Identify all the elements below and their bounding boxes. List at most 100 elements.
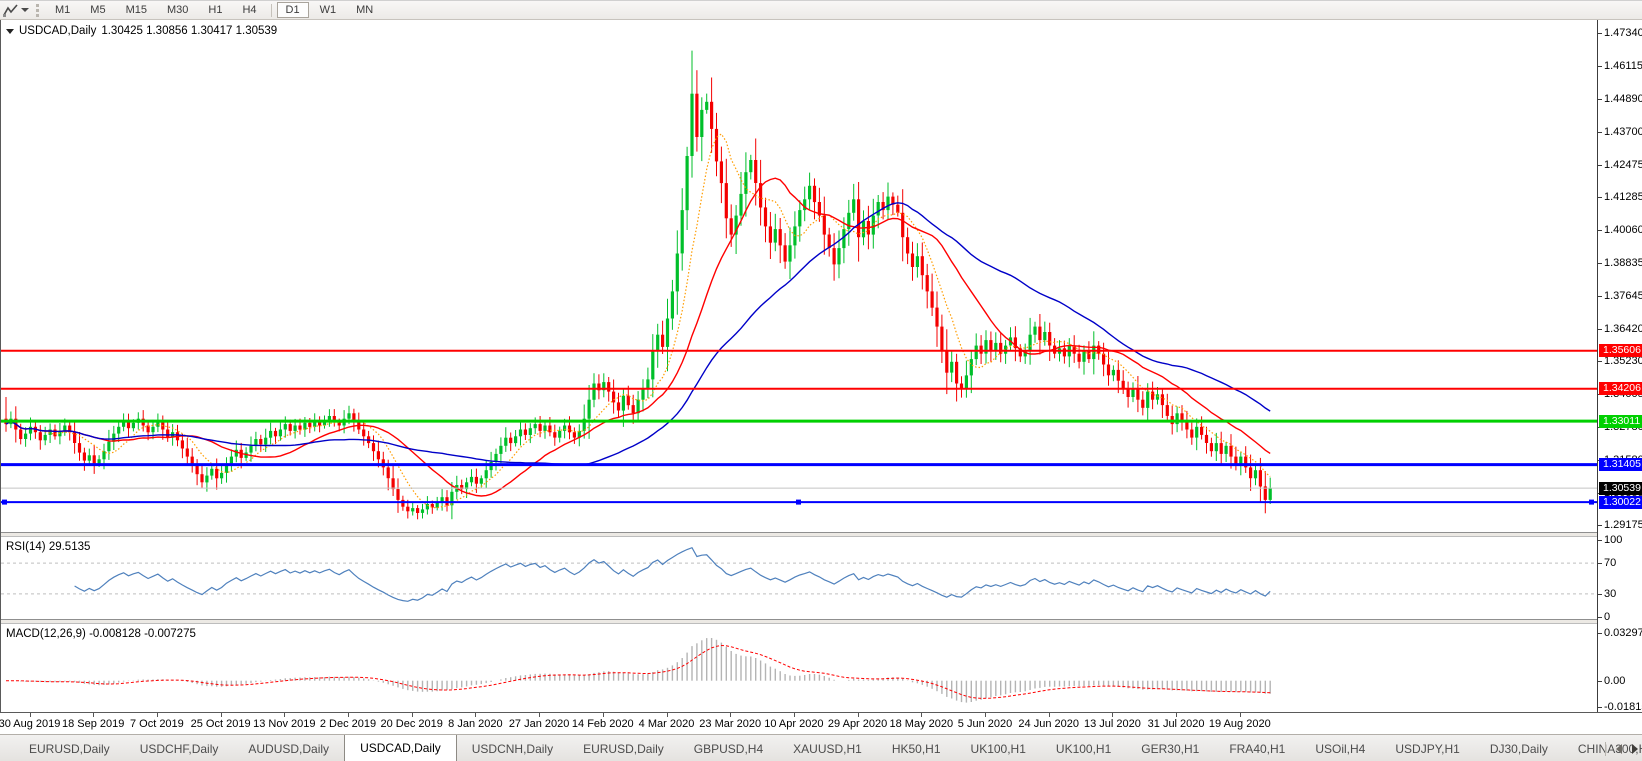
price-tick-label-dash	[1598, 66, 1602, 68]
date-tick-mark	[602, 713, 604, 717]
date-tick-mark	[730, 713, 732, 717]
date-tick-label: 31 Jul 2020	[1147, 718, 1205, 730]
date-tick-label: 18 May 2020	[889, 718, 954, 730]
chart-tab-usoil-h4[interactable]: USOil,H4	[1315, 741, 1366, 756]
chart-tab-hk50-h1[interactable]: HK50,H1	[891, 741, 941, 756]
date-tick-label: 13 Nov 2019	[253, 718, 316, 730]
date-tick-label: 14 Feb 2020	[571, 718, 634, 730]
rsi-tick-label: 30	[1604, 587, 1617, 600]
price-tick-label: 1.43700	[1604, 125, 1642, 138]
panel-splitter-macd[interactable]	[1, 619, 1597, 624]
date-tick-label: 10 Apr 2020	[764, 718, 824, 730]
date-tick-mark	[29, 713, 31, 717]
macd-tick-label: 0.00	[1604, 674, 1626, 687]
date-tick-mark	[666, 713, 668, 717]
ma-fast-line	[5, 133, 1271, 509]
date-tick-label: 23 Mar 2020	[699, 718, 762, 730]
timeframe-button-mn[interactable]: MN	[347, 2, 382, 18]
rsi-tick-label: 0	[1604, 611, 1611, 623]
panel-splitter-rsi[interactable]	[1, 532, 1597, 537]
chart-tab-eurusd-daily[interactable]: EURUSD,Daily	[29, 741, 110, 756]
chart-tab-dj30-daily[interactable]: DJ30,Daily	[1489, 741, 1548, 756]
hline-price-label-resistance-upper: 1.35606	[1599, 344, 1642, 358]
date-tick-mark	[1176, 713, 1178, 717]
date-tick-label: 7 Oct 2019	[129, 718, 184, 730]
rsi-line	[74, 546, 1271, 602]
date-tick-label: 24 Jun 2020	[1018, 718, 1079, 730]
current-price-label: 1.30539	[1599, 481, 1642, 495]
price-axis[interactable]: 1.47340 1.46115 1.44890 1.43700 1.42475 1.412…	[1597, 20, 1642, 713]
price-tick-label: 1.46115	[1604, 60, 1642, 73]
date-tick-label: 18 Sep 2019	[61, 718, 125, 730]
rsi-tick-label-dash	[1598, 593, 1602, 595]
hline-price-label-pivot-green: 1.33011	[1599, 414, 1642, 428]
timeframe-button-m1[interactable]: M1	[46, 2, 79, 18]
rsi-tick-label: 100	[1604, 534, 1623, 546]
timeframe-button-m5[interactable]: M5	[81, 2, 114, 18]
date-tick-label: 27 Jan 2020	[508, 718, 570, 730]
tool-dropdown-icon[interactable]	[21, 8, 29, 12]
price-tick-label-dash	[1598, 164, 1602, 166]
date-tick-mark	[1239, 713, 1241, 717]
date-tick-label: 8 Jan 2020	[448, 718, 503, 730]
timeframe-button-h4[interactable]: H4	[233, 2, 265, 18]
price-tick-label: 1.42475	[1604, 158, 1642, 171]
rsi-label: RSI(14) 29.5135	[6, 541, 91, 553]
chart-tab-usdjpy-h1[interactable]: USDJPY,H1	[1395, 741, 1460, 756]
date-axis[interactable]: 30 Aug 2019 18 Sep 2019 7 Oct 2019 25 Oct 2…	[0, 712, 1642, 734]
candles	[4, 50, 1272, 520]
chart-tab-xauusd-h1[interactable]: XAUUSD,H1	[793, 741, 862, 756]
price-tick-label-dash	[1598, 427, 1602, 429]
price-tick-label-dash	[1598, 263, 1602, 265]
chart-tab-eurusd-daily[interactable]: EURUSD,Daily	[583, 741, 664, 756]
date-tick-mark	[793, 713, 795, 717]
chart-tab-usdcnh-daily[interactable]: USDCNH,Daily	[471, 741, 554, 756]
macd-histogram	[10, 638, 1271, 703]
price-tick-label: 1.47340	[1604, 27, 1642, 39]
date-tick-label: 13 Jul 2020	[1083, 718, 1141, 730]
date-tick-label: 25 Oct 2019	[190, 718, 251, 730]
timeframe-button-d1[interactable]: D1	[276, 2, 309, 18]
date-tick-mark	[348, 713, 349, 717]
timeframe-button-m30[interactable]: M30	[158, 2, 197, 18]
timeframe-button-h1[interactable]: H1	[199, 2, 231, 18]
toolbar-grip[interactable]	[36, 3, 39, 17]
timeframe-buttons: M1 M5 M15 M30 H1 H4 D1 W1 MN	[45, 2, 383, 18]
chart-tab-usdcad-daily[interactable]: USDCAD,Daily	[344, 735, 457, 761]
hline-drag-handle[interactable]	[796, 499, 801, 505]
date-tick-mark	[985, 713, 986, 717]
chart-tab-audusd-daily[interactable]: AUDUSD,Daily	[248, 741, 330, 756]
tab-scroll-left-icon[interactable]	[1616, 744, 1622, 754]
price-chart[interactable]	[1, 20, 1597, 712]
chart-tab-uk100-h1[interactable]: UK100,H1	[970, 741, 1026, 756]
chart-tab-uk100-h1[interactable]: UK100,H1	[1055, 741, 1112, 756]
tab-scroll-arrows	[1605, 735, 1638, 761]
chart-tab-ger30-h1[interactable]: GER30,H1	[1141, 741, 1200, 756]
date-tick-label: 30 Aug 2019	[0, 718, 61, 730]
date-tick-mark	[475, 713, 477, 717]
chart-tab-gbpusd-h4[interactable]: GBPUSD,H4	[693, 741, 764, 756]
timeframe-button-m15[interactable]: M15	[117, 2, 156, 18]
price-tick-label: 1.41285	[1604, 191, 1642, 203]
chart-tab-fra40-h1[interactable]: FRA40,H1	[1229, 741, 1286, 756]
price-tick-label: 1.40060	[1604, 224, 1642, 237]
price-tick-label-dash	[1598, 525, 1602, 526]
tab-separator	[1605, 742, 1606, 756]
chart-tab-china300-h1[interactable]: CHINA300,H1	[1577, 741, 1642, 756]
price-tick-label: 1.29175	[1604, 519, 1642, 531]
hline-price-label-support-lower: 1.30022	[1599, 495, 1642, 509]
date-tick-mark	[1112, 713, 1114, 717]
timeframe-button-w1[interactable]: W1	[311, 2, 346, 18]
macd-tick-label: -0.018154	[1604, 701, 1642, 713]
date-tick-label: 29 Apr 2020	[827, 718, 888, 730]
hline-drag-handle[interactable]	[1589, 499, 1594, 505]
tab-scroll-right-icon[interactable]	[1632, 744, 1638, 754]
chart-line-tool-icon[interactable]	[2, 3, 20, 18]
price-tick-label: 1.44890	[1604, 93, 1642, 106]
date-tick-mark	[539, 713, 541, 717]
hline-drag-handle[interactable]	[2, 499, 7, 505]
chart-tab-usdchf-daily[interactable]: USDCHF,Daily	[139, 741, 219, 756]
hline-price-label-resistance-lower: 1.34206	[1599, 382, 1642, 396]
symbol-dropdown-icon[interactable]	[6, 28, 14, 34]
